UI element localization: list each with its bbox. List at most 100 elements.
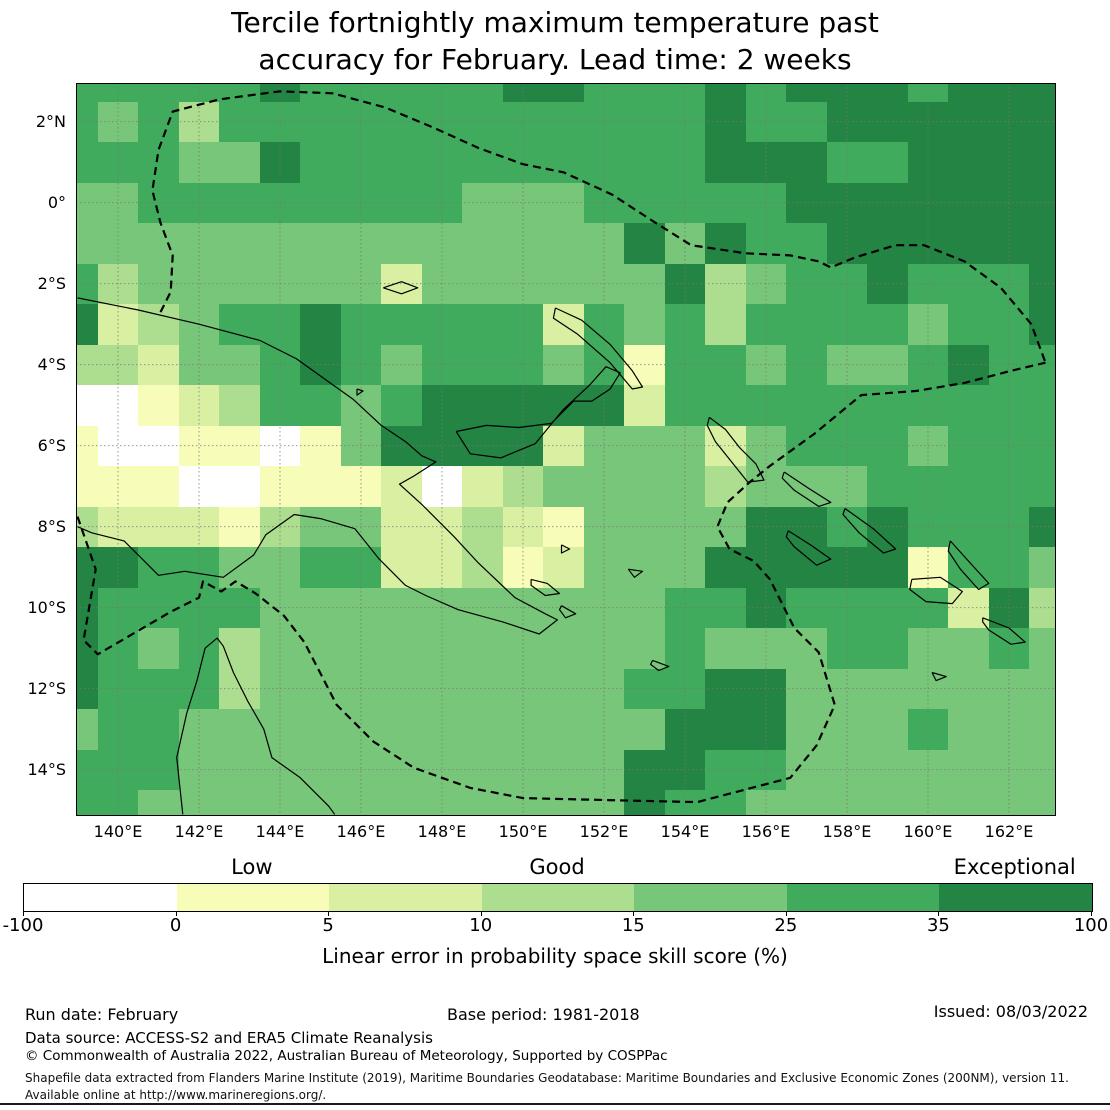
grid-cell [462, 466, 504, 508]
grid-cell [664, 304, 706, 346]
grid-cell [381, 304, 423, 346]
footer-run-date: Run date: February [25, 1005, 179, 1024]
x-axis-label: 158°E [822, 822, 872, 841]
grid-cell [381, 223, 423, 265]
coastline [627, 568, 644, 578]
grid-cell [867, 709, 909, 751]
grid-cell [462, 385, 504, 427]
grid-cell [219, 466, 261, 508]
grid-cell [745, 628, 787, 670]
grid-cell [624, 83, 666, 103]
grid-cell [1029, 101, 1056, 143]
grid-cell [1029, 790, 1056, 816]
grid-cell [786, 547, 828, 589]
grid-cell [300, 83, 342, 103]
grid-cell [543, 385, 585, 427]
grid-cell [300, 547, 342, 589]
grid-cell [1029, 182, 1056, 224]
grid-cell [1029, 466, 1056, 508]
grid-cell [543, 628, 585, 670]
coastline [530, 578, 561, 597]
grid-cell [462, 709, 504, 751]
grid-cell [219, 223, 261, 265]
grid-cell [219, 628, 261, 670]
grid-cell [745, 83, 787, 103]
grid-cell [705, 466, 747, 508]
coastline [383, 281, 419, 295]
grid-cell [219, 385, 261, 427]
grid-cell [300, 142, 342, 184]
grid-cell [76, 587, 99, 629]
grid-cell [948, 709, 990, 751]
x-axis-label: 148°E [417, 822, 467, 841]
grid-cell [138, 628, 180, 670]
grid-cell [340, 304, 382, 346]
colorbar-segment [176, 884, 330, 911]
grid-cell [178, 628, 220, 670]
grid-cell [76, 506, 99, 548]
footer-issued: Issued: 08/03/2022 [933, 1002, 1088, 1021]
grid-cell [907, 83, 949, 103]
grid-cell [138, 83, 180, 103]
colorbar-segment [481, 884, 635, 911]
grid-cell [76, 628, 99, 670]
grid-cell [462, 628, 504, 670]
grid-cell [867, 790, 909, 816]
grid-cell [786, 709, 828, 751]
grid-cell [624, 790, 666, 816]
colorbar-segment [786, 884, 940, 911]
colorbar-tick-label: 15 [621, 915, 645, 936]
grid-cell [1029, 142, 1056, 184]
grid-cell [705, 709, 747, 751]
grid-cell [138, 466, 180, 508]
colorbar [23, 883, 1093, 912]
colorbar-tick [480, 911, 482, 916]
grid-cell [624, 385, 666, 427]
grid-cell [1029, 749, 1056, 791]
grid-cell [907, 304, 949, 346]
grid-cell [624, 466, 666, 508]
colorbar-segment [634, 884, 788, 911]
grid-cell [138, 709, 180, 751]
eez-boundary [151, 90, 1047, 364]
y-axis-label: 10°S [27, 597, 66, 617]
x-axis-label: 154°E [660, 822, 710, 841]
grid-cell [76, 263, 99, 305]
grid-cell [867, 547, 909, 589]
grid-cell [138, 790, 180, 816]
grid-cell [867, 466, 909, 508]
grid-cell [786, 223, 828, 265]
colorbar-tick-label: 35 [926, 915, 950, 936]
grid-cell [76, 547, 99, 589]
coastline [909, 576, 964, 605]
grid-cell [948, 223, 990, 265]
grid-cell [300, 709, 342, 751]
grid-cell [583, 83, 625, 103]
x-axis-label: 160°E [903, 822, 953, 841]
grid-cell [300, 223, 342, 265]
grid-cell [624, 304, 666, 346]
grid-cell [826, 304, 868, 346]
colorbar-tick-label: 10 [469, 915, 493, 936]
coastline [706, 416, 765, 483]
footer-available-note: Available online at http://www.marinereg… [25, 1088, 327, 1102]
grid-cell [76, 749, 99, 791]
grid-cell [705, 83, 747, 103]
map-grid [76, 83, 1056, 816]
grid-cell [300, 385, 342, 427]
grid-cell [745, 304, 787, 346]
grid-cell [1029, 425, 1056, 467]
y-axis-label: 4°S [37, 354, 66, 374]
grid-cell [624, 142, 666, 184]
eez-boundary [76, 361, 1046, 804]
y-axis-label: 0° [47, 192, 66, 212]
map-overlay-svg [76, 83, 1055, 815]
grid-cell [462, 790, 504, 816]
grid-cell [300, 466, 342, 508]
grid-cell [76, 344, 99, 386]
x-axis-label: 156°E [741, 822, 791, 841]
grid-cell [138, 547, 180, 589]
grid-cell [1029, 263, 1056, 305]
grid-cell [1029, 628, 1056, 670]
grid-cell [948, 304, 990, 346]
